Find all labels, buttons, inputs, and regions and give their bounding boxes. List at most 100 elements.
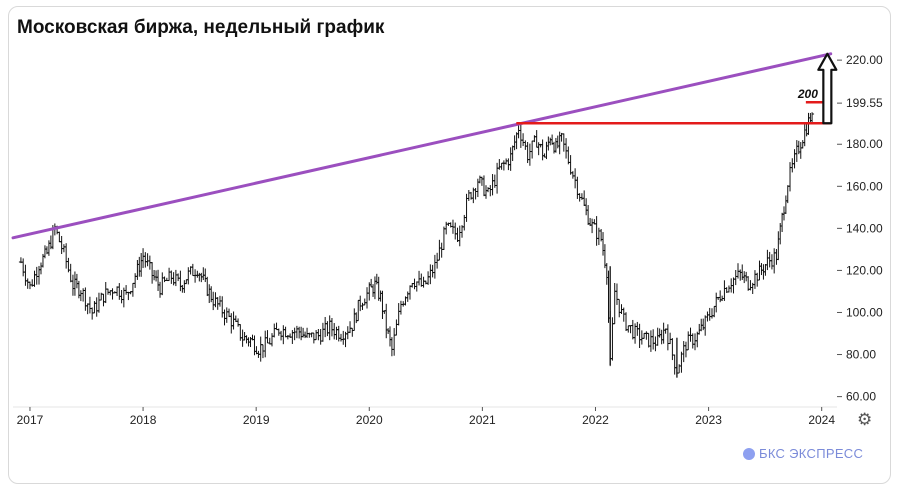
ohlc-bar bbox=[162, 276, 167, 283]
ohlc-bar bbox=[646, 332, 651, 348]
ohlc-bar bbox=[746, 276, 751, 291]
ohlc-bar bbox=[354, 312, 359, 324]
ohlc-bar bbox=[709, 308, 714, 319]
ohlc-bar bbox=[222, 309, 227, 326]
ohlc-bar bbox=[211, 291, 216, 311]
ohlc-bar bbox=[624, 312, 629, 332]
ohlc-bar bbox=[21, 258, 26, 277]
ohlc-bar bbox=[115, 286, 120, 296]
ohlc-bar bbox=[477, 175, 482, 184]
ohlc-bar bbox=[621, 307, 626, 322]
ohlc-bar bbox=[651, 329, 656, 350]
ohlc-bar bbox=[437, 239, 442, 261]
ohlc-bar bbox=[305, 327, 310, 338]
ohlc-bar bbox=[334, 326, 339, 340]
ohlc-bar bbox=[665, 324, 670, 351]
ohlc-bar bbox=[197, 272, 202, 282]
ohlc-bar bbox=[327, 315, 332, 341]
ohlc-bar bbox=[639, 330, 644, 345]
ohlc-bar bbox=[119, 289, 124, 304]
ohlc-bar bbox=[579, 193, 584, 200]
ohlc-bar bbox=[514, 132, 519, 150]
ohlc-bar bbox=[407, 285, 412, 300]
ohlc-bar bbox=[176, 273, 181, 282]
ohlc-bar bbox=[158, 281, 163, 298]
ohlc-bar bbox=[301, 327, 306, 338]
ohlc-bar bbox=[365, 287, 370, 309]
ohlc-bar bbox=[655, 327, 660, 346]
ohlc-bar bbox=[303, 331, 308, 339]
ohlc-bar bbox=[508, 147, 513, 171]
ohlc-bar bbox=[224, 307, 229, 323]
ohlc-bar bbox=[659, 329, 664, 345]
ohlc-bar bbox=[794, 140, 799, 162]
gear-icon[interactable]: ⚙ bbox=[857, 410, 873, 430]
ohlc-bar bbox=[339, 333, 343, 342]
ohlc-bar bbox=[213, 292, 218, 308]
ohlc-bar bbox=[584, 198, 589, 216]
ohlc-bar bbox=[561, 133, 566, 152]
y-axis: 60.00 80.00 100.00 120.00 140.00 160.00 180.00… bbox=[837, 53, 883, 404]
ohlc-bar bbox=[323, 316, 328, 338]
ohlc-bar bbox=[292, 327, 297, 341]
ohlc-bar bbox=[32, 270, 37, 287]
ohlc-bar bbox=[258, 336, 263, 362]
ohlc-bar bbox=[748, 280, 753, 291]
ohlc-bar bbox=[61, 244, 66, 253]
ohlc-bar bbox=[475, 178, 480, 198]
ohlc-bar bbox=[490, 174, 495, 196]
ohlc-bar bbox=[653, 336, 658, 352]
ohlc-bar bbox=[90, 307, 95, 320]
ohlc-bar bbox=[87, 296, 92, 314]
ohlc-bar bbox=[78, 290, 83, 302]
ohlc-bar bbox=[628, 325, 633, 334]
ohlc-bar bbox=[103, 282, 108, 304]
ohlc-bar bbox=[626, 325, 631, 333]
ohlc-bar bbox=[757, 260, 762, 281]
ohlc-bar bbox=[486, 187, 491, 193]
ohlc-bar bbox=[325, 321, 330, 337]
ohlc-bar bbox=[540, 139, 545, 161]
ohlc-bar bbox=[767, 251, 772, 268]
ohlc-bar bbox=[518, 123, 523, 148]
ohlc-bar bbox=[785, 185, 790, 204]
y-tick-label: 199.55 bbox=[846, 96, 883, 110]
ohlc-bar bbox=[630, 319, 635, 340]
ohlc-bar bbox=[466, 189, 471, 201]
ohlc-bar bbox=[169, 270, 174, 284]
ohlc-bar bbox=[586, 205, 591, 225]
ohlc-bar bbox=[405, 291, 410, 302]
ohlc-bar bbox=[568, 155, 573, 175]
ohlc-bar bbox=[668, 332, 673, 345]
ohlc-bar bbox=[596, 227, 601, 246]
ohlc-bar bbox=[96, 292, 101, 313]
ohlc-bar bbox=[178, 270, 183, 292]
ohlc-bar bbox=[536, 142, 541, 156]
chart-title: Московская биржа, недельный график bbox=[17, 17, 385, 38]
ohlc-bar bbox=[510, 145, 515, 161]
ohlc-bar bbox=[207, 284, 212, 304]
ohlc-bar bbox=[617, 298, 622, 318]
price-chart: 200 60.00 80.00 100.00 120.00 140.00 160.00 18… bbox=[11, 52, 883, 427]
ohlc-bar bbox=[160, 272, 165, 296]
ohlc-bar bbox=[150, 262, 155, 284]
ohlc-bar bbox=[276, 328, 281, 336]
ohlc-bar bbox=[497, 159, 502, 170]
ohlc-bar bbox=[426, 271, 431, 285]
ohlc-bar bbox=[697, 323, 702, 335]
ohlc-bar bbox=[769, 254, 774, 270]
ohlc-bar bbox=[59, 235, 64, 255]
ohlc-bar bbox=[657, 328, 662, 338]
ohlc-bar bbox=[722, 280, 727, 301]
ohlc-bar bbox=[283, 326, 288, 338]
ohlc-bar bbox=[648, 330, 653, 352]
y-tick-label: 60.00 bbox=[846, 390, 876, 404]
ohlc-bar bbox=[417, 270, 422, 286]
ohlc-bar bbox=[392, 328, 397, 356]
ohlc-bar bbox=[124, 285, 129, 295]
ohlc-bar bbox=[190, 263, 195, 277]
bks-logo-icon bbox=[743, 447, 755, 460]
ohlc-bar bbox=[64, 243, 69, 269]
ohlc-bar bbox=[320, 322, 325, 342]
ohlc-bar bbox=[356, 299, 361, 322]
